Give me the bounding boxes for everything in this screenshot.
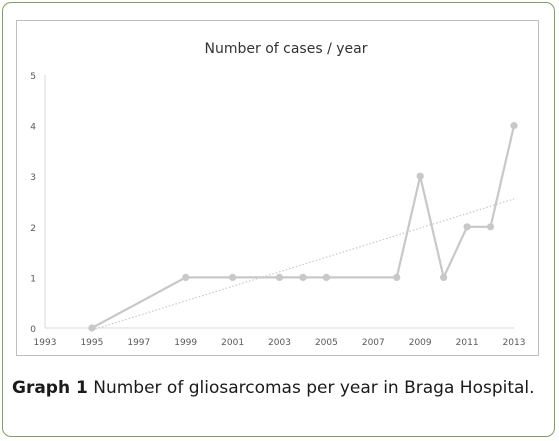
y-axis-ticks: 0 1 2 3 4 5 [30,72,36,335]
data-point [463,223,471,231]
x-tick-label: 2005 [315,338,338,348]
y-tick-label: 1 [30,274,36,284]
data-point [182,273,190,281]
caption-label: Graph 1 [12,378,88,398]
data-point [88,324,96,332]
x-tick-label: 2013 [503,338,526,348]
x-tick-label: 1993 [34,338,57,348]
data-point [510,122,518,130]
data-point [229,273,237,281]
data-point [322,273,330,281]
x-tick-label: 1997 [127,338,150,348]
data-point [486,223,495,231]
x-tick-label: 1995 [80,338,103,348]
x-axis-ticks: 1993 1995 1997 1999 2001 2003 2005 2007 2009 2011… [34,338,526,348]
x-tick-label: 2009 [409,338,432,348]
caption-text: Number of gliosarcomas per year in Braga… [87,378,535,398]
figure-caption: Graph 1 Number of gliosarcomas per year … [12,378,547,398]
y-tick-label: 4 [30,123,36,133]
x-tick-label: 2001 [221,338,244,348]
series-group [88,122,518,332]
data-point [275,273,284,281]
data-point [440,273,448,281]
chart-area [16,20,539,356]
x-tick-label: 2011 [456,338,479,348]
y-tick-label: 0 [30,325,36,335]
trendline-group [91,198,515,331]
y-tick-label: 5 [30,72,36,82]
data-point [299,273,307,281]
y-tick-label: 2 [30,224,36,234]
series-line [91,125,516,329]
x-tick-label: 2003 [268,338,291,348]
x-tick-label: 2007 [362,338,385,348]
trendline [91,198,515,331]
x-tick-label: 1999 [174,338,197,348]
y-tick-label: 3 [30,173,36,183]
data-point [393,273,401,281]
chart-title: Number of cases / year [205,41,368,57]
data-point [416,172,424,180]
